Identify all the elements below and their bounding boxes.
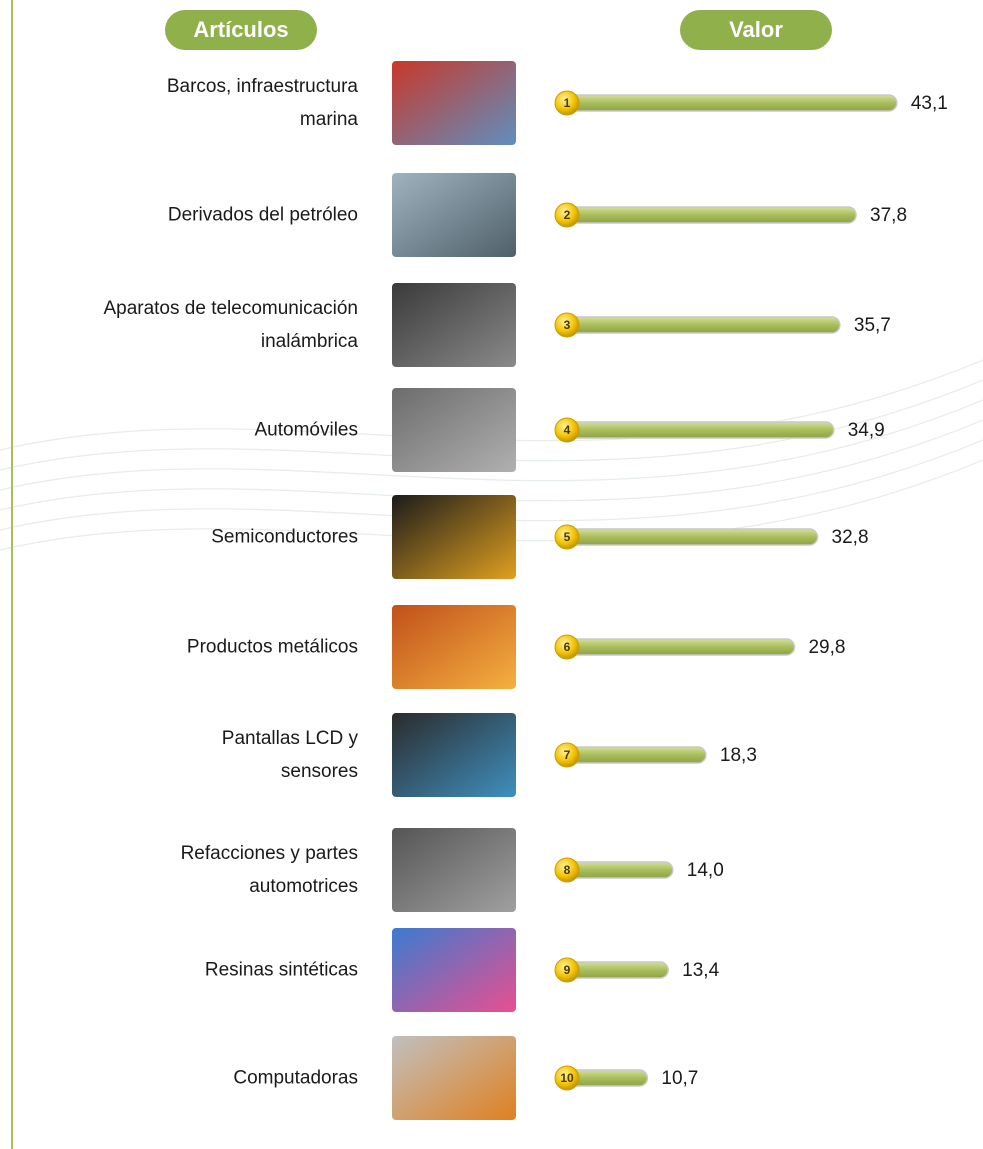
value-header: Valor xyxy=(729,17,783,42)
bar xyxy=(565,962,668,978)
rank-label: 3 xyxy=(564,318,571,332)
bar xyxy=(565,747,706,763)
value-label: 29,8 xyxy=(808,637,845,658)
category-label: Aparatos de telecomunicación inalámbrica xyxy=(18,292,358,358)
category-label: Computadoras xyxy=(18,1062,358,1095)
item-photo xyxy=(392,828,516,912)
category-label: Resinas sintéticas xyxy=(18,954,358,987)
bar xyxy=(565,95,897,111)
rank-label: 10 xyxy=(560,1071,574,1085)
rank-label: 8 xyxy=(564,863,571,877)
bar xyxy=(565,207,856,223)
category-label: Refacciones y partes automotrices xyxy=(18,837,358,903)
value-label: 14,0 xyxy=(687,860,724,881)
value-label: 37,8 xyxy=(870,205,907,226)
value-label: 35,7 xyxy=(854,315,891,336)
category-label: Pantallas LCD y sensores xyxy=(18,722,358,788)
category-header: Artículos xyxy=(193,17,288,42)
value-label: 13,4 xyxy=(682,960,719,981)
item-photo xyxy=(392,388,516,472)
value-label: 18,3 xyxy=(720,745,757,766)
value-label: 43,1 xyxy=(911,93,948,114)
bar xyxy=(565,862,673,878)
category-label: Derivados del petróleo xyxy=(18,199,358,232)
item-photo xyxy=(392,605,516,689)
item-photo xyxy=(392,173,516,257)
item-photo xyxy=(392,928,516,1012)
item-photo xyxy=(392,713,516,797)
item-photo xyxy=(392,495,516,579)
value-label: 10,7 xyxy=(661,1068,698,1089)
item-photo xyxy=(392,1036,516,1120)
category-label: Productos metálicos xyxy=(18,631,358,664)
rank-label: 6 xyxy=(564,640,571,654)
item-photo xyxy=(392,283,516,367)
rank-label: 5 xyxy=(564,530,571,544)
bar xyxy=(565,422,834,438)
category-label: Barcos, infraestructura marina xyxy=(18,70,358,136)
value-label: 34,9 xyxy=(848,420,885,441)
category-label: Automóviles xyxy=(18,414,358,447)
value-label: 32,8 xyxy=(832,527,869,548)
rank-label: 4 xyxy=(564,423,571,437)
page: {"chart_data": {"type": "bar", "orientat… xyxy=(0,0,983,1149)
category-label: Semiconductores xyxy=(18,521,358,554)
bar xyxy=(565,317,840,333)
rank-label: 9 xyxy=(564,963,571,977)
bar xyxy=(565,639,794,655)
bar xyxy=(565,529,818,545)
rank-label: 2 xyxy=(564,208,571,222)
rank-label: 1 xyxy=(564,96,571,110)
item-photo xyxy=(392,61,516,145)
rank-label: 7 xyxy=(564,748,571,762)
